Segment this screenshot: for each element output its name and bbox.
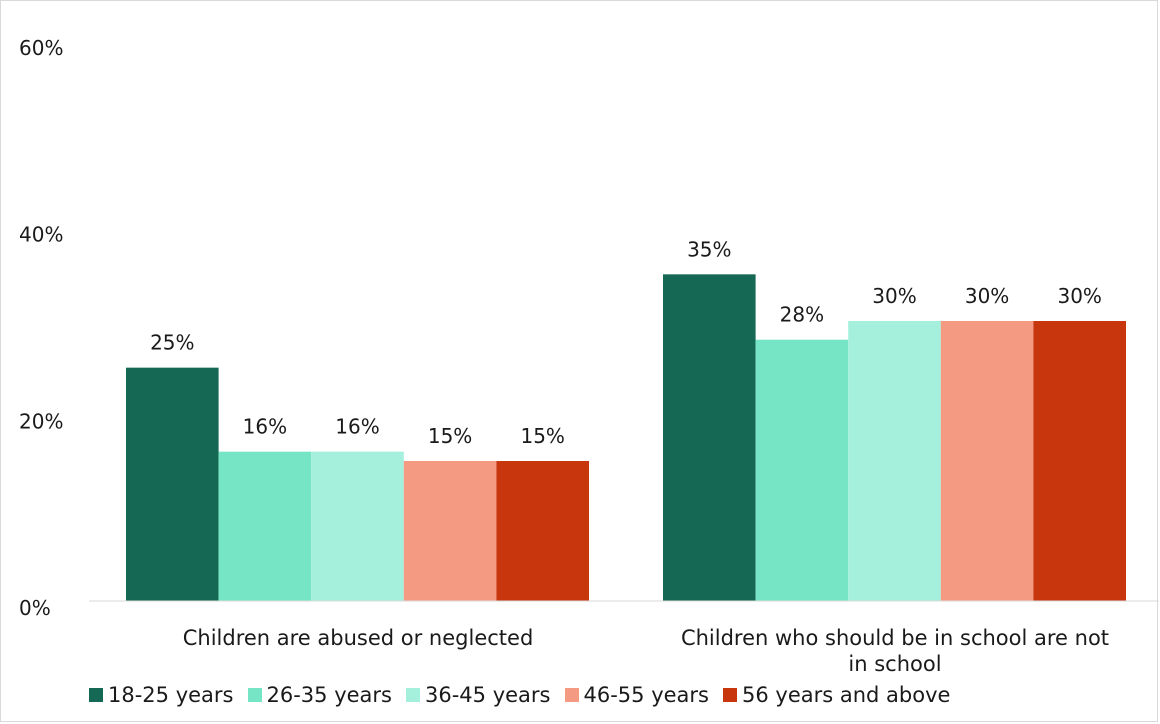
legend-label: 46-55 years [583, 683, 710, 707]
bar [755, 339, 849, 601]
data-label: 35% [687, 237, 731, 261]
legend-swatch [89, 688, 103, 702]
bar [218, 451, 312, 601]
legend-item: 26-35 years [247, 683, 393, 707]
category-label: in school [848, 652, 941, 676]
bars [126, 274, 1126, 601]
legend: 18-25 years 26-35 years 36-45 years 46-55 y… [89, 681, 956, 709]
legend-label: 36-45 years [425, 683, 551, 707]
legend-item: 46-55 years [564, 683, 710, 707]
y-tick-label: 20% [19, 409, 63, 433]
y-tick-label: 40% [19, 223, 63, 247]
legend-label: 26-35 years [266, 683, 393, 707]
legend-swatch [406, 688, 420, 702]
bar [663, 274, 756, 601]
y-tick-label: 60% [19, 36, 63, 60]
bar [311, 451, 404, 601]
data-label: 30% [1057, 284, 1101, 308]
data-label: 15% [520, 424, 564, 448]
bar [940, 321, 1034, 601]
legend-swatch [247, 688, 262, 702]
bar [403, 461, 497, 601]
data-label: 30% [965, 284, 1009, 308]
bar [496, 461, 589, 601]
legend-item: 56 years and above [723, 683, 950, 707]
x-axis: Children are abused or neglected Children… [89, 600, 1159, 676]
bar [126, 367, 219, 601]
data-labels: 25% 16% 16% 15% 15% 35% 28% 30% 30% 30% [150, 237, 1102, 448]
category-label: Children are abused or neglected [183, 626, 534, 650]
legend-label: 18-25 years [108, 683, 234, 707]
data-label: 28% [780, 303, 824, 327]
y-axis: 0% 20% 40% 60% [19, 36, 63, 620]
category-label: Children who should be in school are not [681, 626, 1109, 650]
data-label: 30% [872, 284, 916, 308]
data-label: 25% [150, 331, 194, 355]
data-label: 16% [335, 415, 379, 439]
bar [848, 321, 941, 601]
bar [1033, 321, 1126, 601]
data-label: 16% [243, 415, 287, 439]
data-label: 15% [428, 424, 472, 448]
legend-swatch [723, 688, 737, 702]
y-tick-label: 0% [19, 596, 51, 620]
legend-item: 36-45 years [406, 683, 551, 707]
legend-item: 18-25 years [89, 683, 234, 707]
legend-swatch [564, 688, 579, 702]
legend-label: 56 years and above [742, 683, 951, 707]
